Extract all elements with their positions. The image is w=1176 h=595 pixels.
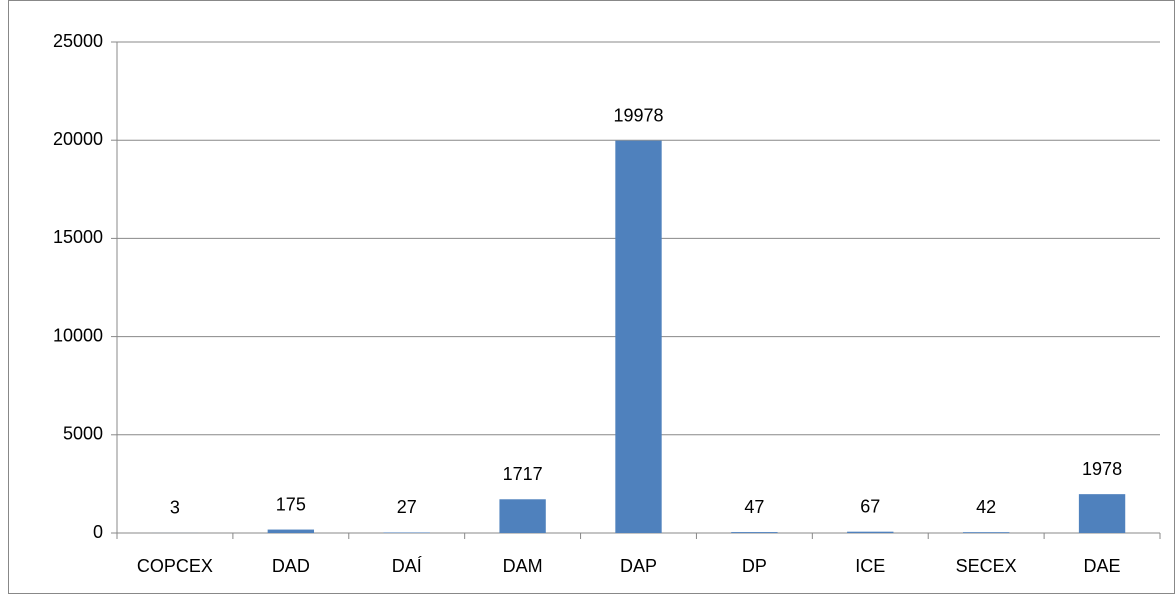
x-tick-label: ICE <box>855 556 885 576</box>
x-tick-label: SECEX <box>956 556 1017 576</box>
bar <box>499 499 546 533</box>
data-label: 27 <box>397 497 417 517</box>
x-tick-label: DP <box>742 556 767 576</box>
y-tick-label: 25000 <box>53 31 103 51</box>
data-label: 19978 <box>613 105 663 125</box>
data-label: 1978 <box>1082 459 1122 479</box>
x-tick-label: DAM <box>503 556 543 576</box>
data-label: 1717 <box>503 464 543 484</box>
data-label: 3 <box>170 498 180 518</box>
x-tick-label: COPCEX <box>137 556 213 576</box>
chart-border <box>8 0 1175 594</box>
bar <box>615 140 662 533</box>
data-label: 175 <box>276 494 306 514</box>
bar <box>847 531 894 533</box>
x-tick-label: DAD <box>272 556 310 576</box>
data-label: 67 <box>860 496 880 516</box>
y-tick-label: 10000 <box>53 325 103 345</box>
x-tick-label: DAE <box>1084 556 1121 576</box>
bar <box>267 529 315 533</box>
x-tick-label: DAP <box>620 556 657 576</box>
bar <box>383 532 430 533</box>
y-tick-label: 5000 <box>63 424 103 444</box>
bar <box>731 532 778 533</box>
data-label: 47 <box>744 497 764 517</box>
y-tick-label: 0 <box>93 522 103 542</box>
y-tick-label: 15000 <box>53 227 103 247</box>
data-label: 42 <box>976 497 996 517</box>
bar <box>962 532 1010 533</box>
bar <box>1078 494 1126 533</box>
x-tick-label: DAÍ <box>392 556 422 576</box>
y-tick-label: 20000 <box>53 129 103 149</box>
